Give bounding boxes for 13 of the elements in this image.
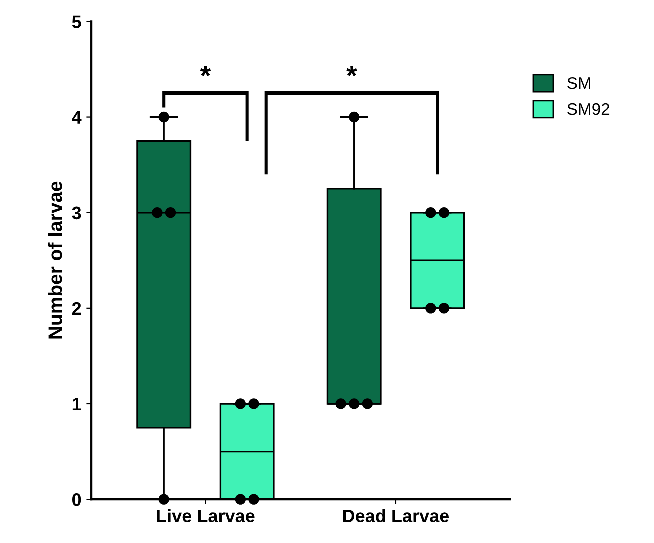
- y-tick-label: 5: [72, 16, 82, 28]
- legend-label: SM92: [568, 103, 610, 116]
- legend-label: SM: [568, 77, 590, 90]
- y-tick-label: 2: [72, 302, 82, 315]
- y-tick-label: 4: [72, 111, 82, 124]
- x-tick-label: Live Larvae: [157, 509, 255, 523]
- annotation: *: [200, 66, 212, 76]
- y-tick-label: 0: [72, 493, 82, 506]
- y-tick-label: 3: [72, 206, 82, 220]
- annotation: *: [346, 66, 358, 76]
- y-tick-label: 1: [72, 398, 82, 411]
- y-axis-title: Number of larvae: [48, 182, 62, 339]
- x-tick-label: Dead Larvae: [343, 509, 450, 523]
